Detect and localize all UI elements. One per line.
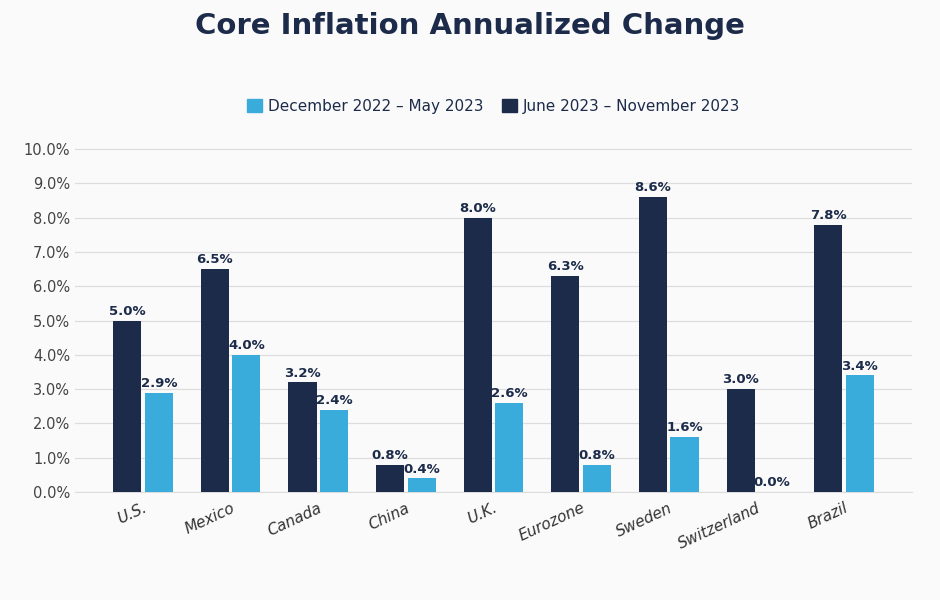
Bar	[289, 382, 317, 492]
Text: 3.4%: 3.4%	[841, 359, 878, 373]
Text: 6.5%: 6.5%	[196, 253, 233, 266]
Text: 2.9%: 2.9%	[141, 377, 177, 390]
Bar	[727, 389, 755, 492]
Text: 6.3%: 6.3%	[547, 260, 584, 273]
Text: 5.0%: 5.0%	[109, 305, 146, 318]
Bar	[145, 392, 173, 492]
Bar	[232, 355, 260, 492]
Text: 7.8%: 7.8%	[810, 209, 847, 222]
Bar	[320, 410, 348, 492]
Bar	[408, 478, 435, 492]
Bar	[376, 464, 404, 492]
Bar	[583, 464, 611, 492]
Text: 3.2%: 3.2%	[284, 367, 321, 380]
Text: 8.6%: 8.6%	[634, 181, 671, 194]
Bar	[495, 403, 524, 492]
Bar	[846, 376, 874, 492]
Bar	[639, 197, 667, 492]
Text: 0.4%: 0.4%	[403, 463, 440, 476]
Bar	[552, 276, 579, 492]
Legend: December 2022 – May 2023, June 2023 – November 2023: December 2022 – May 2023, June 2023 – No…	[241, 93, 746, 120]
Text: 4.0%: 4.0%	[228, 339, 265, 352]
Text: 0.8%: 0.8%	[578, 449, 616, 462]
Text: 8.0%: 8.0%	[460, 202, 496, 215]
Bar	[670, 437, 698, 492]
Text: 3.0%: 3.0%	[722, 373, 759, 386]
Text: 0.8%: 0.8%	[371, 449, 409, 462]
Text: 2.4%: 2.4%	[316, 394, 352, 407]
Text: 1.6%: 1.6%	[666, 421, 703, 434]
Bar	[463, 218, 492, 492]
Text: 0.0%: 0.0%	[754, 476, 791, 489]
Bar	[113, 320, 141, 492]
Text: Core Inflation Annualized Change: Core Inflation Annualized Change	[196, 12, 744, 40]
Bar	[201, 269, 228, 492]
Bar	[814, 224, 842, 492]
Text: 2.6%: 2.6%	[491, 387, 527, 400]
